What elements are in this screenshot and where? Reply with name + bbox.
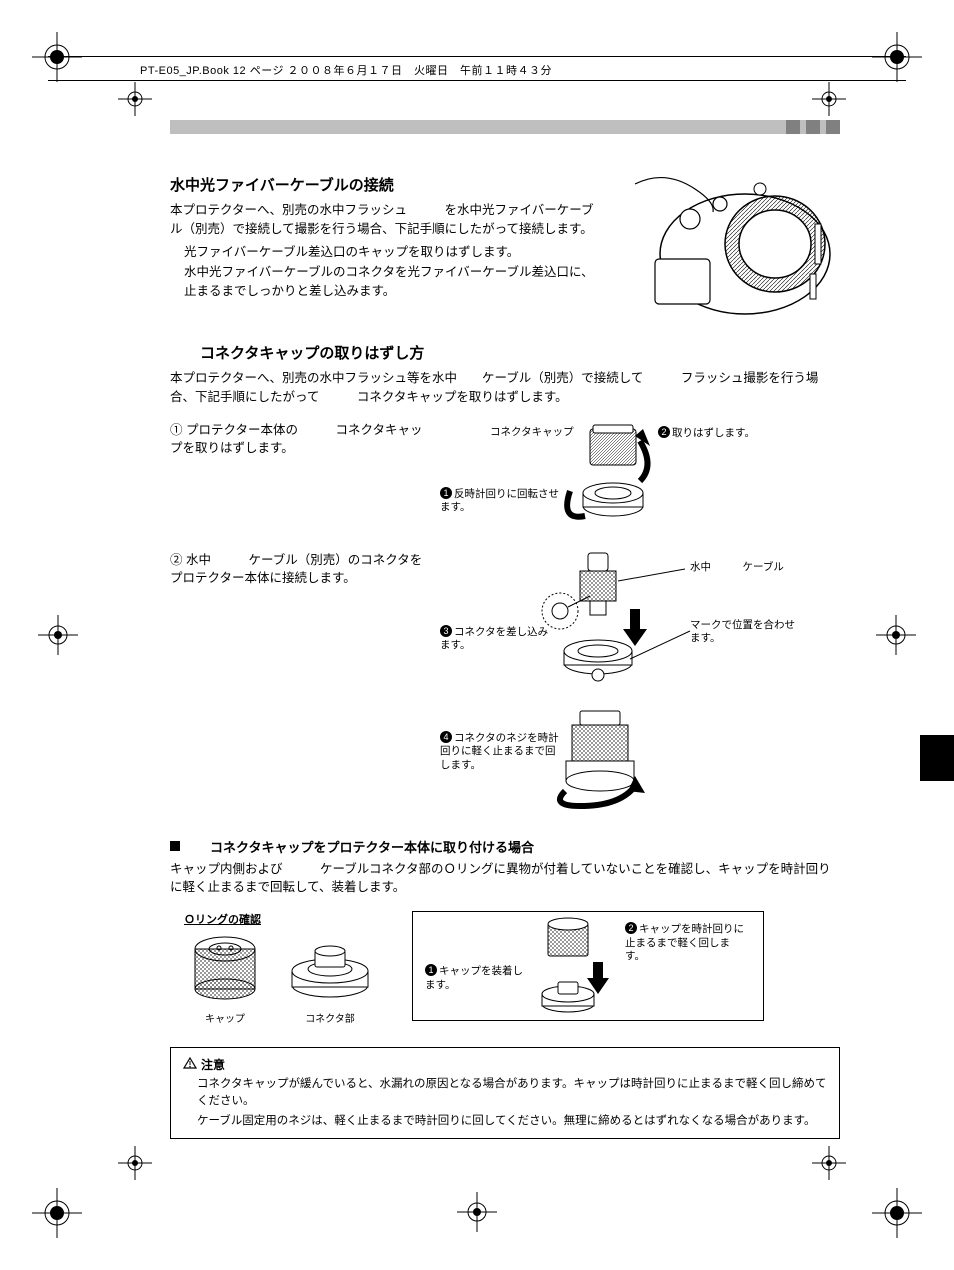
cap-figure [185,933,265,1003]
cropmark-bl [32,1188,82,1238]
callout-cap-label: コネクタキャップ [490,426,574,440]
cropmark-tl [32,32,82,82]
section1-li2: 水中光ファイバーケーブルのコネクタを光ファイバーケーブル差込口に、止まるまでしっ… [170,263,605,301]
attach-c1: キャップを装着します。 [425,965,523,991]
oring-check-box: Ｏリングの確認 キャップ [170,911,390,1025]
section2-p1: 本プロテクターへ、別売の水中フラッシュ等を水中 ケーブル（別売）で接続して フラ… [170,369,840,407]
caution-li1: コネクタキャップが緩んでいると、水漏れの原因となる場合があります。キャップは時計… [183,1076,827,1111]
regmark-right [876,615,916,655]
cropmark-br [872,1188,922,1238]
cropmark-tr [872,32,922,82]
regmark-left [38,615,78,655]
cropdot-tl [118,82,152,116]
step2-text: ② 水中 ケーブル（別売）のコネクタをプロテクター本体に接続します。 [170,551,430,811]
section-bar [170,120,840,134]
header-text: PT-E05_JP.Book 12 ページ ２００８年６月１７日 火曜日 午前１… [140,62,904,78]
callout-c2: 取りはずします。 [672,427,755,439]
cropdot-br [812,1146,846,1180]
side-tab [920,735,954,781]
connector-figure [285,943,375,1003]
attach-c2: キャップを時計回りに止まるまで軽く回します。 [625,923,744,962]
cap-label: キャップ [185,1010,265,1025]
section1-title: 水中光ファイバーケーブルの接続 [170,174,605,195]
cropdot-bl [118,1146,152,1180]
caution-box: 注意 コネクタキャップが緩んでいると、水漏れの原因となる場合があります。キャップ… [170,1047,840,1139]
content-area: 水中光ファイバーケーブルの接続 本プロテクターへ、別売の水中フラッシュ を水中光… [170,120,840,1139]
section3-title-row: コネクタキャップをプロテクター本体に取り付ける場合 [170,837,840,856]
caution-li2: ケーブル固定用のネジは、軽く止まるまで時計回りに回してください。無理に締めるとは… [183,1113,827,1130]
section1-li1: 光ファイバーケーブル差込口のキャップを取りはずします。 [170,243,605,262]
regmark-bottom [457,1192,497,1232]
step2-figure: 水中 ケーブル マークで位置を合わせます。 3コネクタを差し込みます。 4コネク… [440,551,840,811]
warning-icon [183,1056,197,1074]
section3-title: コネクタキャップをプロテクター本体に取り付ける場合 [210,840,534,855]
header-rule-bottom [48,80,906,81]
cropdot-tr [812,82,846,116]
oring-title: Ｏリングの確認 [184,911,390,927]
attach-box: 1キャップを装着します。 2キャップを時計回りに止まるまで軽く回します。 [412,911,764,1021]
section1-figure [625,164,840,324]
page: PT-E05_JP.Book 12 ページ ２００８年６月１７日 火曜日 午前１… [0,0,954,1270]
callout-c1: 反時計回りに回転させます。 [440,488,559,514]
step1-text: ① プロテクター本体の コネクタキャップを取りはずします。 [170,421,430,531]
connector-label: コネクタ部 [285,1010,375,1025]
step1-figure: コネクタキャップ 1反時計回りに回転させます。 2取りはずします。 [440,421,840,531]
callout-c3: コネクタを差し込みます。 [440,626,548,652]
section3-p1: キャップ内側および ケーブルコネクタ部のＯリングに異物が付着していないことを確認… [170,860,840,898]
callout-c4: コネクタのネジを時計回りに軽く止まるまで回します。 [440,732,559,771]
callout-mark-label: マークで位置を合わせます。 [690,619,800,646]
callout-cable-label: 水中 ケーブル [690,561,784,575]
section1-p1: 本プロテクターへ、別売の水中フラッシュ を水中光ファイバーケーブル（別売）で接続… [170,201,605,239]
caution-title: 注意 [183,1056,827,1074]
section2-title: コネクタキャップの取りはずし方 [200,342,840,363]
header-rule-top [48,56,906,57]
